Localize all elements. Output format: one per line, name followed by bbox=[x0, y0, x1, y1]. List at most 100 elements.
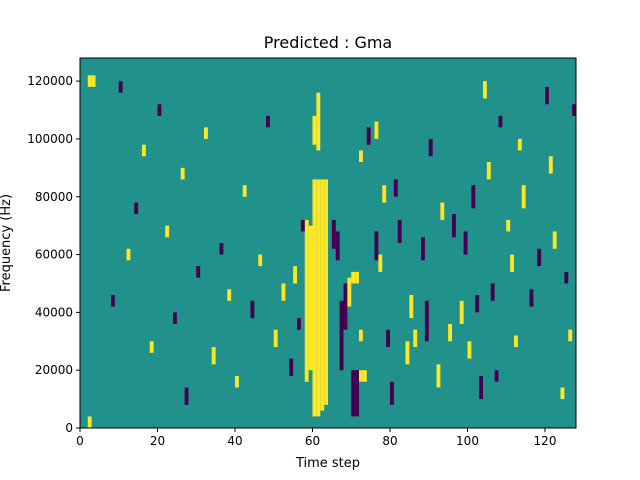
heatmap-cell bbox=[359, 329, 363, 342]
chart-title: Predicted : Gma bbox=[264, 33, 392, 52]
heatmap-cell bbox=[347, 277, 352, 307]
heatmap-cell bbox=[312, 115, 317, 145]
y-tick-label: 20000 bbox=[35, 363, 73, 377]
heatmap-cell bbox=[386, 329, 391, 348]
heatmap-cell bbox=[297, 318, 301, 330]
heatmap-cell bbox=[149, 341, 154, 353]
heatmap-cell bbox=[548, 156, 553, 174]
heatmap-cell bbox=[479, 375, 484, 400]
heatmap-cell bbox=[424, 300, 429, 342]
heatmap-cell bbox=[157, 104, 162, 116]
plot-area bbox=[80, 58, 577, 428]
y-tick-label: 100000 bbox=[27, 132, 73, 146]
heatmap-cell bbox=[572, 104, 577, 116]
heatmap-cell bbox=[409, 295, 414, 319]
heatmap-cell bbox=[335, 231, 340, 261]
heatmap-cell bbox=[390, 381, 394, 405]
x-tick-label: 60 bbox=[305, 434, 320, 448]
heatmap-cell bbox=[324, 179, 329, 405]
heatmap-cell bbox=[405, 341, 410, 365]
heatmap-cell bbox=[351, 271, 356, 284]
heatmap-cell bbox=[467, 341, 472, 359]
heatmap-cell bbox=[355, 370, 360, 417]
heatmap-cell bbox=[514, 335, 518, 348]
heatmap-cell bbox=[355, 271, 360, 284]
heatmap-cell bbox=[393, 179, 398, 197]
heatmap-cell bbox=[362, 370, 367, 382]
heatmap-cell bbox=[506, 219, 511, 232]
y-axis-label: Frequency (Hz) bbox=[0, 194, 14, 292]
heatmap-cell bbox=[91, 75, 96, 87]
heatmap-cell bbox=[126, 248, 131, 261]
heatmap-cell bbox=[281, 283, 286, 301]
heatmap-cell bbox=[227, 289, 232, 301]
heatmap-cell bbox=[331, 219, 336, 249]
heatmap-cell bbox=[374, 231, 379, 261]
heatmap-cell bbox=[258, 254, 263, 267]
heatmap-cell bbox=[452, 214, 456, 238]
heatmap-cell bbox=[483, 81, 487, 99]
heatmap-cell bbox=[359, 370, 363, 382]
heatmap-cell bbox=[498, 115, 503, 128]
heatmap-cell bbox=[308, 225, 313, 371]
heatmap-cell bbox=[300, 219, 305, 232]
y-tick-label: 120000 bbox=[27, 74, 73, 88]
heatmap-cell bbox=[211, 347, 216, 365]
heatmap-cell bbox=[413, 329, 418, 348]
y-axis: 0 20000 40000 60000 80000 100000 120000 bbox=[27, 74, 80, 435]
heatmap-cell bbox=[421, 237, 425, 261]
heatmap-cell bbox=[266, 115, 270, 128]
heatmap-cell bbox=[316, 179, 321, 417]
heatmap-cell bbox=[219, 243, 224, 255]
heatmap-cell bbox=[564, 271, 569, 284]
heatmap-cell bbox=[568, 329, 573, 342]
x-tick-label: 100 bbox=[456, 434, 479, 448]
heatmap-cell bbox=[490, 283, 495, 301]
heatmap-cell bbox=[366, 127, 371, 145]
y-tick-label: 60000 bbox=[35, 248, 73, 262]
x-tick-label: 40 bbox=[227, 434, 242, 448]
heatmap-cell bbox=[428, 138, 433, 157]
x-tick-label: 80 bbox=[382, 434, 397, 448]
heatmap-cell bbox=[304, 219, 309, 382]
heatmap-cell bbox=[448, 323, 453, 342]
heatmap-cell bbox=[87, 416, 92, 428]
heatmap-cell bbox=[180, 167, 185, 180]
heatmap-cell bbox=[111, 295, 115, 307]
x-tick-label: 120 bbox=[534, 434, 557, 448]
heatmap-cell bbox=[343, 283, 348, 330]
x-tick-label: 20 bbox=[150, 434, 165, 448]
heatmap-cell bbox=[510, 254, 515, 272]
heatmap-cell bbox=[359, 150, 363, 163]
heatmap-cell bbox=[521, 185, 526, 209]
heatmap-cell bbox=[118, 81, 123, 93]
heatmap-cell bbox=[537, 248, 542, 267]
heatmap-cell bbox=[87, 75, 92, 87]
heatmap-cell bbox=[351, 370, 356, 417]
heatmap-cell bbox=[242, 185, 247, 197]
x-axis: 0 20 40 60 80 100 120 bbox=[76, 428, 556, 448]
heatmap-cell bbox=[436, 364, 441, 388]
heatmap-cell bbox=[475, 295, 480, 313]
heatmap-cell bbox=[173, 312, 177, 324]
heatmap-cell bbox=[378, 254, 383, 272]
heatmap-cell bbox=[289, 358, 294, 376]
heatmap-cell bbox=[374, 121, 379, 139]
y-tick-label: 40000 bbox=[35, 305, 73, 319]
heatmap-cell bbox=[204, 127, 208, 139]
heatmap-cell bbox=[397, 219, 402, 244]
heatmap-cell bbox=[517, 138, 522, 151]
heatmap-cell bbox=[471, 185, 476, 209]
heatmap-cell bbox=[142, 144, 146, 157]
heatmap-cell bbox=[165, 225, 170, 238]
heatmap-cell bbox=[486, 162, 491, 180]
heatmap-cell bbox=[273, 329, 278, 348]
heatmap-cell bbox=[184, 387, 189, 405]
heatmap-cell bbox=[463, 231, 468, 255]
x-tick-label: 0 bbox=[76, 434, 84, 448]
heatmap-cell bbox=[235, 375, 239, 388]
plot-frame bbox=[79, 57, 577, 429]
heatmap-cell bbox=[339, 300, 344, 371]
x-axis-label: Time step bbox=[295, 456, 360, 471]
